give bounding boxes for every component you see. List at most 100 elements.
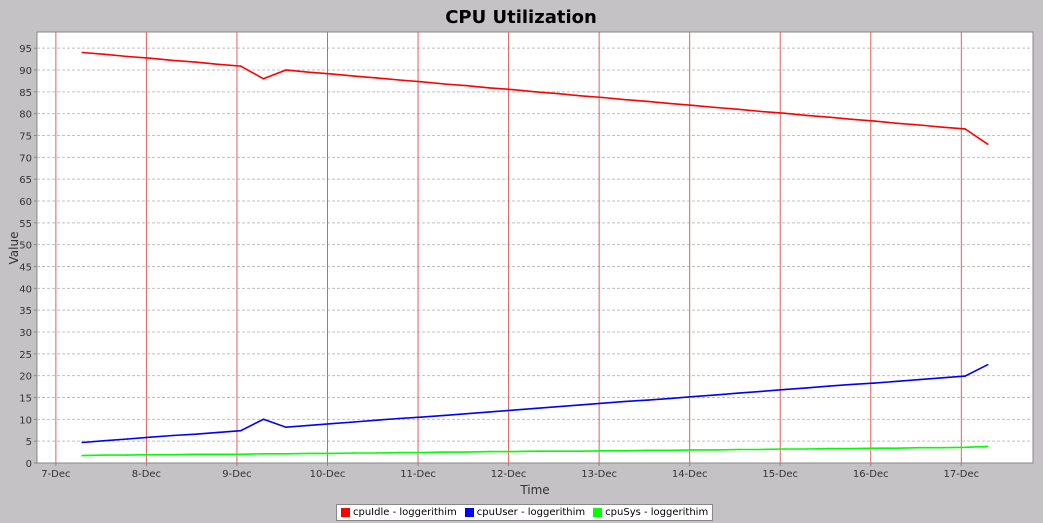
data-point (398, 451, 400, 454)
x-tick-label: 16-Dec (853, 469, 889, 480)
data-point (760, 448, 763, 451)
x-tick-label: 10-Dec (310, 469, 346, 480)
data-point (398, 79, 400, 81)
data-point (919, 446, 921, 449)
data-point (624, 449, 627, 452)
data-point (602, 96, 604, 99)
data-point (443, 83, 446, 85)
data-point (262, 453, 265, 455)
legend-label: cpuSys - loggerithim (605, 507, 709, 518)
data-point (421, 451, 423, 454)
data-point (873, 447, 876, 449)
data-point (262, 77, 265, 80)
data-point (828, 116, 831, 118)
y-tick-label: 70 (19, 153, 32, 164)
data-point (964, 446, 966, 449)
data-point (194, 453, 197, 456)
data-point (760, 390, 763, 393)
data-point (647, 399, 649, 401)
data-point (172, 59, 174, 62)
data-point (398, 417, 400, 420)
data-point (986, 143, 989, 146)
data-point (602, 449, 604, 452)
data-point (534, 450, 536, 453)
legend-swatch (341, 508, 350, 517)
data-point (421, 80, 423, 83)
y-tick-label: 65 (19, 175, 32, 186)
y-tick-label: 45 (19, 262, 32, 273)
data-point (307, 452, 310, 455)
data-point (149, 453, 151, 456)
data-point (81, 441, 84, 444)
data-point (126, 454, 129, 456)
data-point (375, 452, 378, 454)
y-tick-label: 75 (19, 131, 32, 142)
x-axis-label: Time (519, 483, 549, 497)
y-tick-label: 0 (26, 459, 32, 470)
data-point (624, 98, 627, 101)
data-point (692, 449, 695, 451)
data-point (919, 124, 921, 126)
y-tick-label: 90 (19, 66, 32, 77)
data-point (534, 91, 536, 93)
data-point (919, 378, 921, 381)
data-point (941, 446, 944, 449)
data-point (670, 397, 672, 400)
data-point (511, 88, 514, 91)
y-tick-label: 80 (19, 110, 32, 121)
data-point (307, 424, 310, 427)
data-point (443, 451, 446, 453)
data-point (488, 411, 491, 413)
data-point (262, 418, 265, 421)
data-point (534, 407, 536, 410)
data-point (986, 363, 989, 366)
data-point (579, 404, 582, 406)
data-point (217, 63, 219, 66)
x-tick-label: 14-Dec (672, 469, 708, 480)
y-tick-label: 95 (19, 44, 32, 55)
data-point (239, 429, 242, 432)
data-point (443, 414, 446, 417)
y-tick-label: 50 (19, 241, 32, 252)
data-point (715, 106, 717, 109)
data-point (873, 120, 876, 122)
data-point (670, 449, 672, 452)
data-point (851, 118, 853, 121)
legend-swatch (464, 508, 474, 517)
data-point (737, 392, 740, 394)
data-point (330, 73, 333, 75)
x-tick-label: 9-Dec (222, 469, 251, 480)
legend: cpuIdle - loggerithim cpuUser - loggerit… (336, 504, 714, 521)
data-point (217, 453, 219, 456)
data-point (81, 51, 84, 54)
data-point (466, 451, 468, 453)
data-point (330, 422, 333, 425)
data-point (805, 114, 808, 117)
data-point (647, 100, 649, 103)
data-point (760, 110, 763, 113)
data-point (126, 55, 129, 58)
y-tick-label: 85 (19, 88, 32, 99)
data-point (488, 87, 491, 89)
data-point (307, 71, 310, 73)
data-point (873, 382, 876, 384)
data-point (737, 108, 740, 111)
data-point (285, 453, 287, 455)
data-point (217, 431, 219, 434)
data-point (466, 84, 468, 87)
data-point (488, 450, 491, 453)
y-axis-label: Value (7, 232, 21, 265)
data-point (375, 419, 378, 422)
data-point (851, 383, 853, 386)
legend-label: cpuIdle - loggerithim (353, 507, 457, 518)
data-point (330, 452, 333, 455)
legend-swatch (593, 508, 603, 517)
data-point (579, 94, 582, 97)
legend-item-cpusys: cpuSys - loggerithim (593, 507, 708, 518)
data-point (579, 450, 582, 453)
data-point (172, 434, 174, 437)
data-point (805, 448, 808, 450)
legend-item-cpuuser: cpuUser - loggerithim (464, 507, 585, 518)
data-point (783, 448, 785, 450)
x-tick-label: 15-Dec (762, 469, 798, 480)
